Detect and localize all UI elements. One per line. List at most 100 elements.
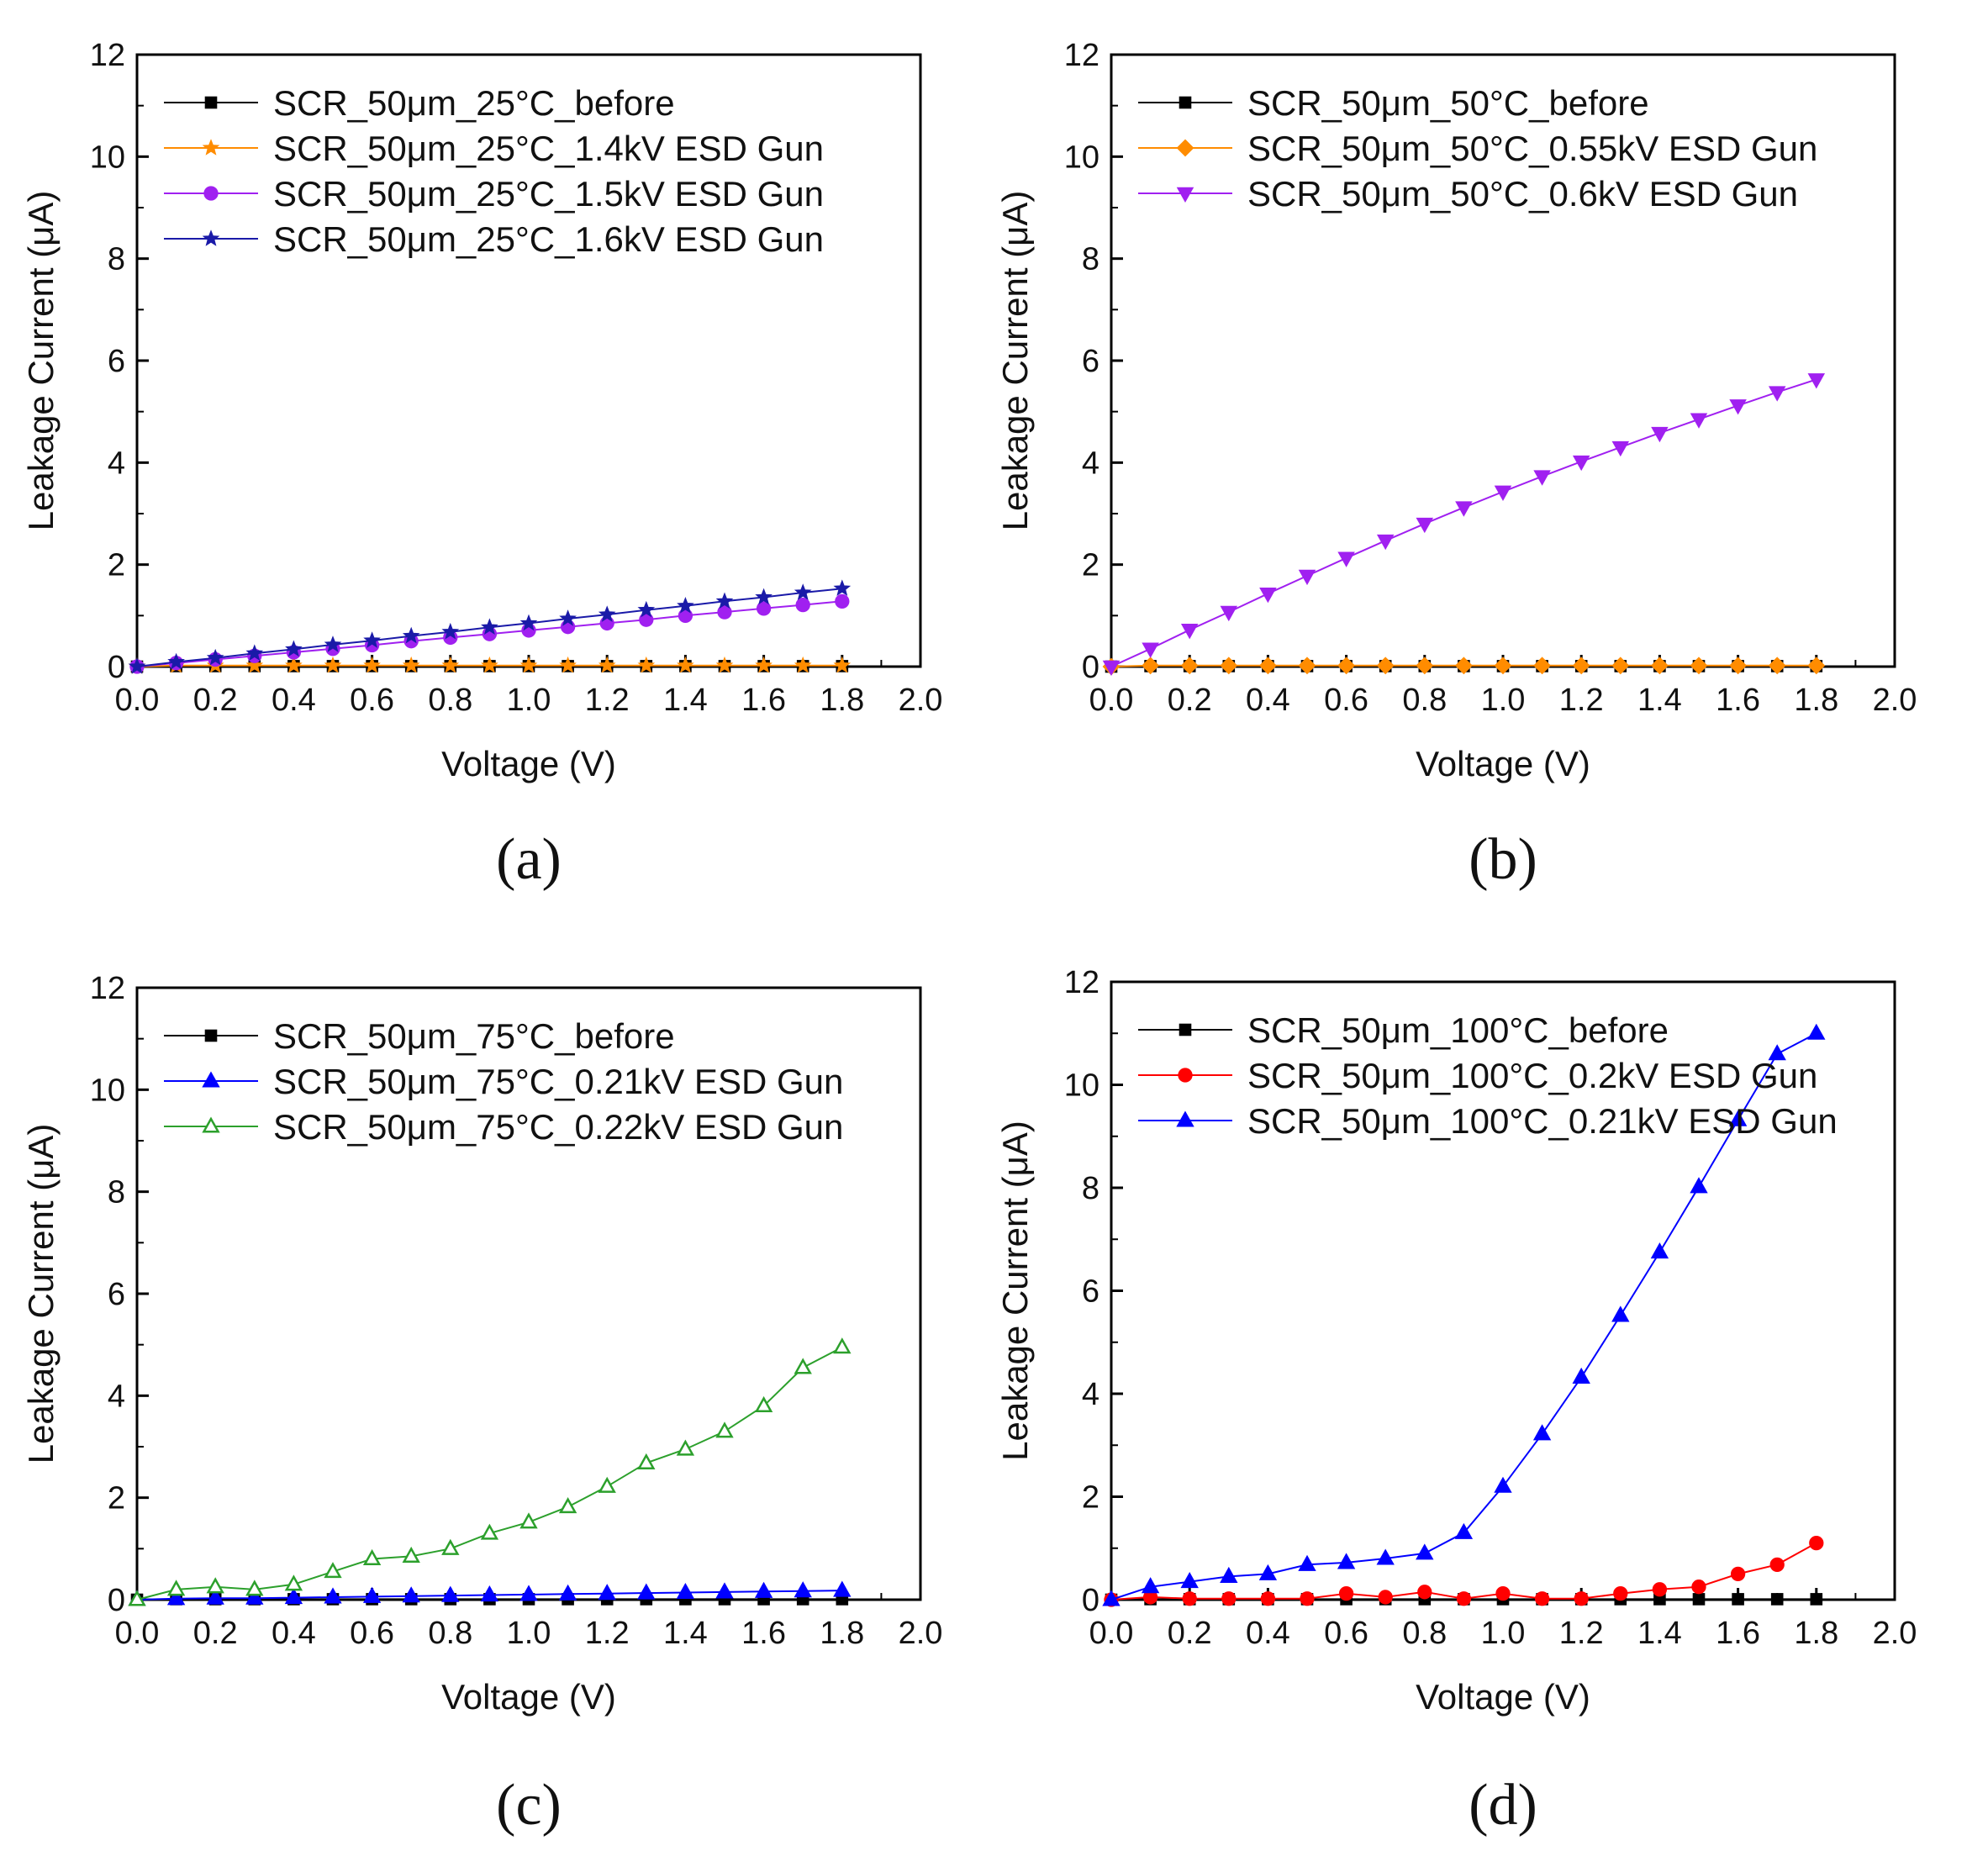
data-point bbox=[1494, 657, 1512, 675]
x-tick-label: 0.2 bbox=[1168, 683, 1212, 718]
y-tick-label: 4 bbox=[1082, 1377, 1099, 1412]
x-tick-label: 0.4 bbox=[272, 683, 316, 718]
y-axis: 0 2 4 6 8 10 12 bbox=[90, 971, 149, 1618]
data-point bbox=[245, 1588, 264, 1605]
y-tick-label: 6 bbox=[1082, 344, 1099, 379]
data-point bbox=[519, 614, 538, 631]
data-point bbox=[598, 1476, 616, 1493]
data-point bbox=[1613, 1586, 1628, 1601]
x-tick-label: 0.4 bbox=[272, 1616, 316, 1651]
y-tick-label: 4 bbox=[1082, 446, 1099, 481]
panels: 0.0 0.2 0.4 0.6 0.8 1.0 1.2 1.4 1.6 1.8 2.0 0 2 4 6 8 10… bbox=[21, 38, 1917, 1838]
y-axis-title: Leakage Current (μA) bbox=[995, 1121, 1035, 1461]
data-point bbox=[1690, 657, 1708, 675]
chart-panel-1: 0.0 0.2 0.4 0.6 0.8 1.0 1.2 1.4 1.6 1.8 2.0 0 2 4 6 8 10… bbox=[21, 38, 942, 892]
data-point bbox=[1728, 1110, 1748, 1126]
data-point bbox=[833, 656, 852, 673]
data-point bbox=[559, 609, 577, 626]
data-point bbox=[1809, 1535, 1824, 1551]
x-tick-label: 1.0 bbox=[507, 683, 551, 718]
data-point bbox=[1376, 1548, 1395, 1565]
legend-label: SCR_50μm_75°C_before bbox=[273, 1016, 675, 1056]
data-point bbox=[1416, 657, 1434, 675]
data-point bbox=[1141, 1577, 1160, 1594]
y-tick-label: 0 bbox=[1082, 650, 1099, 685]
legend-marker bbox=[202, 1071, 220, 1088]
x-axis-title: Voltage (V) bbox=[1416, 1677, 1590, 1717]
data-point bbox=[835, 593, 850, 609]
data-point bbox=[1807, 1023, 1826, 1040]
data-point bbox=[715, 1582, 734, 1599]
data-point bbox=[128, 1590, 146, 1606]
chart-panel-4: 0.0 0.2 0.4 0.6 0.8 1.0 1.2 1.4 1.6 1.8 2.0 0 2 4 6 8 10… bbox=[995, 965, 1917, 1838]
x-tick-label: 1.6 bbox=[741, 683, 786, 718]
data-point bbox=[1532, 1424, 1552, 1441]
y-tick-label: 2 bbox=[108, 548, 125, 583]
x-tick-label: 0.6 bbox=[1324, 683, 1368, 718]
data-point bbox=[402, 656, 420, 673]
x-tick-label: 0.8 bbox=[1402, 683, 1447, 718]
legend: SCR_50μm_25°C_before SCR_50μm_25°C_1.4kV … bbox=[164, 83, 824, 259]
data-point bbox=[833, 1337, 852, 1354]
y-tick-label: 10 bbox=[1064, 1068, 1099, 1104]
data-point bbox=[637, 656, 656, 673]
data-point bbox=[128, 657, 146, 674]
x-tick-label: 1.8 bbox=[1794, 683, 1838, 718]
data-point bbox=[1650, 1242, 1669, 1259]
data-point bbox=[1691, 1580, 1706, 1595]
data-point bbox=[755, 656, 773, 673]
data-point bbox=[285, 656, 303, 673]
legend: SCR_50μm_50°C_before SCR_50μm_50°C_0.55kV… bbox=[1138, 83, 1817, 214]
x-tick-label: 0.4 bbox=[1246, 1616, 1290, 1651]
y-tick-label: 12 bbox=[1064, 965, 1099, 1000]
x-tick-label: 1.0 bbox=[1481, 1616, 1526, 1651]
data-point bbox=[1142, 657, 1160, 675]
data-point bbox=[1611, 657, 1630, 675]
x-tick-label: 1.2 bbox=[585, 1616, 630, 1651]
legend-label: SCR_50μm_75°C_0.21kV ESD Gun bbox=[273, 1062, 843, 1101]
data-point bbox=[1574, 1591, 1589, 1606]
x-tick-label: 1.2 bbox=[1559, 1616, 1604, 1651]
x-tick-label: 0.6 bbox=[1324, 1616, 1368, 1651]
data-point bbox=[402, 1546, 420, 1563]
data-point bbox=[441, 622, 460, 640]
data-point bbox=[324, 1587, 342, 1604]
data-point bbox=[1337, 657, 1356, 675]
data-point bbox=[206, 1588, 224, 1605]
data-point bbox=[1769, 1557, 1785, 1572]
data-point bbox=[1651, 426, 1669, 443]
y-axis: 0 2 4 6 8 10 12 bbox=[1064, 965, 1123, 1618]
y-tick-label: 6 bbox=[108, 344, 125, 379]
x-tick-label: 1.4 bbox=[1637, 683, 1682, 718]
y-axis: 0 2 4 6 8 10 12 bbox=[90, 38, 149, 685]
data-point bbox=[677, 656, 694, 673]
data-point bbox=[558, 1584, 577, 1601]
x-tick-label: 0.6 bbox=[350, 683, 394, 718]
data-point bbox=[1690, 413, 1708, 429]
data-point bbox=[1650, 657, 1669, 675]
data-point bbox=[1298, 657, 1316, 675]
x-tick-label: 0.6 bbox=[350, 1616, 394, 1651]
x-axis-title: Voltage (V) bbox=[441, 1677, 616, 1717]
x-tick-label: 1.0 bbox=[507, 1616, 551, 1651]
data-point bbox=[363, 656, 381, 673]
data-point bbox=[1692, 1593, 1706, 1606]
data-point bbox=[1300, 1591, 1315, 1606]
data-point bbox=[1376, 657, 1395, 675]
data-point bbox=[1572, 1367, 1590, 1384]
legend-label: SCR_50μm_50°C_0.55kV ESD Gun bbox=[1247, 129, 1817, 168]
data-point bbox=[833, 1580, 852, 1597]
data-point bbox=[166, 1580, 186, 1596]
data-point bbox=[1534, 1591, 1550, 1606]
data-point bbox=[1180, 1572, 1199, 1589]
y-axis: 0 2 4 6 8 10 12 bbox=[1064, 38, 1123, 685]
data-point bbox=[481, 618, 498, 636]
data-point bbox=[1260, 1591, 1276, 1606]
data-point bbox=[715, 1421, 734, 1438]
chart-panel-2: 0.0 0.2 0.4 0.6 0.8 1.0 1.2 1.4 1.6 1.8 2.0 0 2 4 6 8 10… bbox=[995, 38, 1917, 892]
series-2 bbox=[128, 1580, 852, 1606]
data-point bbox=[795, 597, 810, 613]
data-point bbox=[1456, 1591, 1472, 1606]
data-point bbox=[794, 656, 812, 673]
